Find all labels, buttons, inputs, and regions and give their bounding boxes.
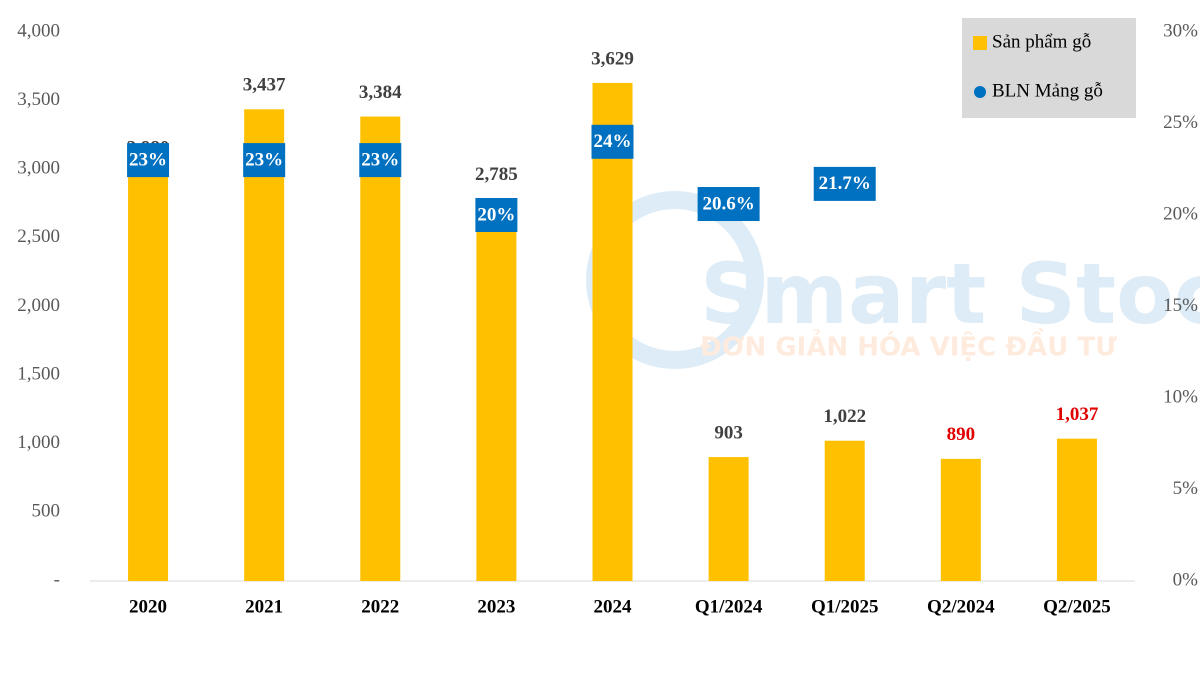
x-tick-label: 2021 <box>245 596 283 617</box>
y2-tick-label: 25% <box>1163 112 1198 133</box>
bar <box>708 457 749 581</box>
y2-tick-label: 15% <box>1163 295 1198 316</box>
y-tick-label: 1,000 <box>17 432 60 453</box>
point-marker <box>591 124 634 159</box>
legend-label: Sản phẩm gỗ <box>992 31 1091 52</box>
point-value-label: 20% <box>477 204 515 225</box>
legend-swatch <box>973 36 987 50</box>
point-value-label: 21.7% <box>819 173 871 194</box>
bar-value-label: 1,022 <box>823 406 866 427</box>
watermark: Smart Stock ĐƠN GIẢN HÓA VIỆC ĐẦU TƯ <box>586 191 1200 369</box>
x-tick-label: 2023 <box>477 596 515 617</box>
point-marker <box>359 143 402 178</box>
y-tick-label: 2,500 <box>17 226 60 247</box>
bar-value-label: 1,037 <box>1056 404 1099 425</box>
x-tick-label: Q1/2024 <box>695 596 763 617</box>
y-tick-label: 4,000 <box>17 20 60 41</box>
watermark-subtitle: ĐƠN GIẢN HÓA VIỆC ĐẦU TƯ <box>700 328 1117 363</box>
x-tick-label: 2020 <box>129 596 167 617</box>
bar <box>476 198 517 582</box>
point-marker <box>813 166 876 201</box>
point-value-label: 24% <box>594 131 632 152</box>
y-tick-label: 3,000 <box>17 158 60 179</box>
point-value-label: 23% <box>129 149 167 170</box>
legend-swatch <box>974 86 986 98</box>
bar <box>940 458 981 581</box>
x-tick-label: Q1/2025 <box>811 596 879 617</box>
bar-value-label: 3,437 <box>243 75 286 96</box>
y2-tick-label: 0% <box>1173 569 1199 590</box>
point-marker <box>697 187 760 222</box>
point-marker <box>127 143 170 178</box>
bar <box>360 116 401 582</box>
bar <box>824 440 865 581</box>
bar-value-label: 3,629 <box>591 48 634 69</box>
y-tick-label: 2,000 <box>17 295 60 316</box>
bar-value-label: 3,384 <box>359 82 402 103</box>
legend: Sản phẩm gỗ BLN Mảng gỗ <box>962 18 1136 118</box>
bar-value-label: 890 <box>947 424 976 445</box>
y-tick-label: 500 <box>32 501 61 522</box>
legend-box <box>962 18 1136 118</box>
bar <box>1056 438 1097 581</box>
y-tick-label: 3,500 <box>17 89 60 110</box>
point-value-label: 20.6% <box>702 193 754 214</box>
point-marker <box>243 143 286 178</box>
point-value-label: 23% <box>361 149 399 170</box>
bar <box>244 109 285 581</box>
y-tick-label: 1,500 <box>17 363 60 384</box>
bar-value-label: 2,785 <box>475 164 518 185</box>
watermark-title: Smart Stock <box>700 245 1200 343</box>
point-marker <box>475 198 518 232</box>
y2-tick-label: 30% <box>1163 20 1198 41</box>
x-tick-label: 2022 <box>361 596 399 617</box>
legend-label: BLN Mảng gỗ <box>992 80 1103 101</box>
bar <box>592 82 633 582</box>
bar-value-label: 903 <box>714 422 743 443</box>
y2-tick-label: 10% <box>1163 386 1198 407</box>
y-tick-label: - <box>54 569 60 590</box>
y2-tick-label: 20% <box>1163 203 1198 224</box>
y2-tick-label: 5% <box>1173 478 1199 499</box>
point-value-label: 23% <box>245 149 283 170</box>
x-tick-label: Q2/2025 <box>1043 596 1111 617</box>
x-tick-label: Q2/2024 <box>927 596 995 617</box>
bar <box>128 171 169 581</box>
x-tick-label: 2024 <box>594 596 633 617</box>
